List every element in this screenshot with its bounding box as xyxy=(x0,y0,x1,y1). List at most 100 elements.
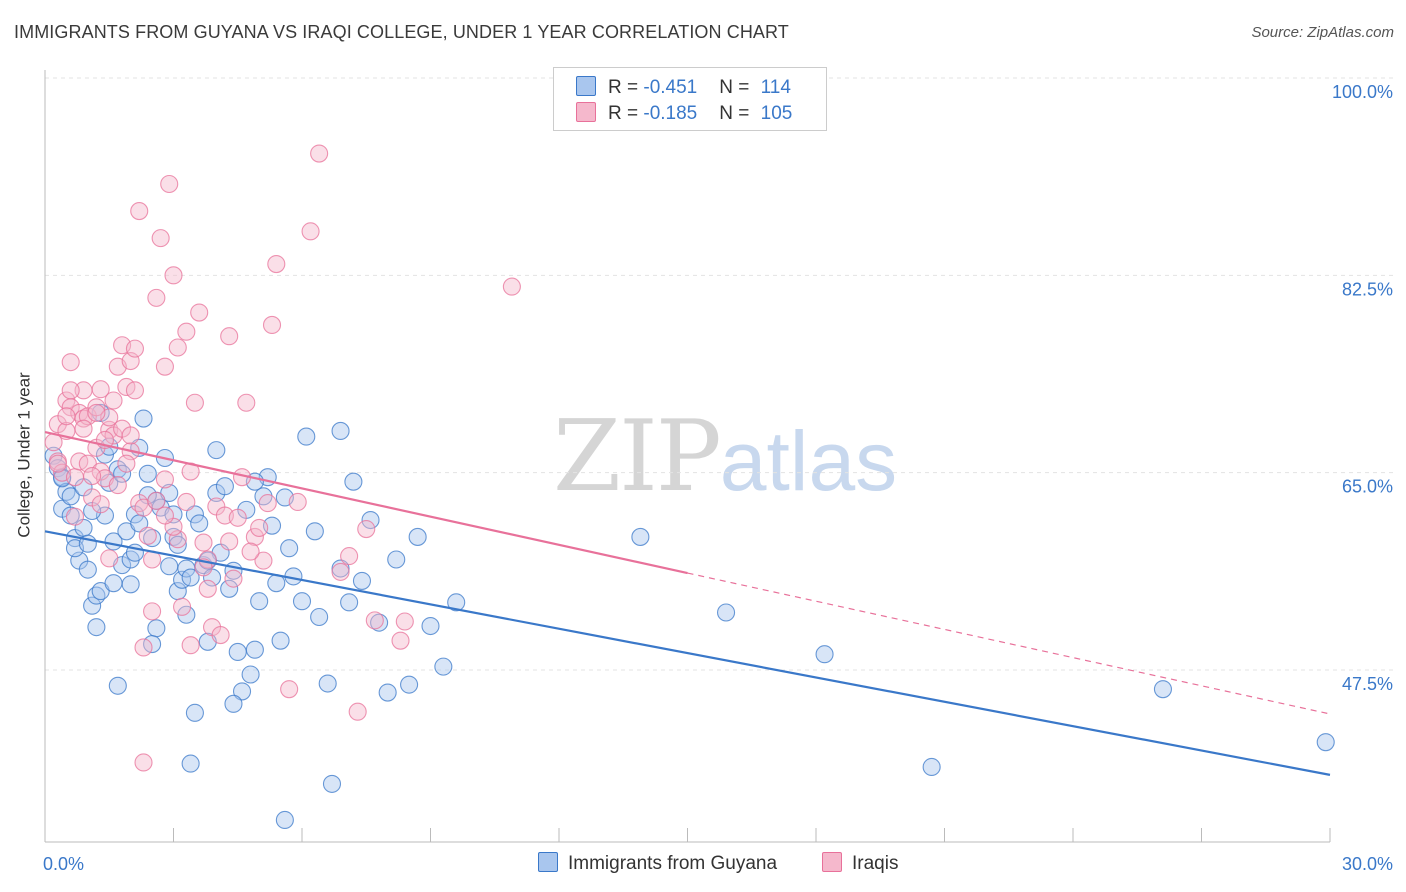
iraqis-point xyxy=(357,519,376,539)
guyana-point xyxy=(387,550,406,569)
guyana-point xyxy=(207,441,226,460)
guyana-point xyxy=(400,675,419,694)
iraqis-point xyxy=(348,702,367,721)
guyana-trend-line xyxy=(44,530,1331,776)
y-tick-label: 82.5% xyxy=(1342,279,1393,299)
guyana-point xyxy=(104,574,123,593)
guyana-point xyxy=(361,510,380,530)
legend-swatch-blue xyxy=(576,76,596,96)
y-tick-label: 47.5% xyxy=(1342,674,1393,694)
watermark-atlas: atlas xyxy=(719,414,898,508)
iraqis-point xyxy=(164,266,183,285)
iraqis-point xyxy=(181,636,200,655)
guyana-point xyxy=(78,560,97,579)
guyana-point xyxy=(83,596,102,615)
iraqis-point xyxy=(91,495,110,514)
iraqis-point xyxy=(125,381,144,400)
iraqis-point xyxy=(48,454,67,473)
iraqis-point xyxy=(61,353,80,372)
guyana-point xyxy=(138,464,157,483)
guyana-point xyxy=(1153,680,1172,699)
legend-n-value: 105 xyxy=(760,103,793,124)
legend-n-label: N = xyxy=(719,77,755,98)
iraqis-point xyxy=(365,611,384,630)
guyana-point xyxy=(331,421,350,440)
iraqis-point xyxy=(108,476,127,495)
iraqis-point xyxy=(177,322,196,341)
chart-title: IMMIGRANTS FROM GUYANA VS IRAQI COLLEGE,… xyxy=(14,22,789,42)
iraqis-point xyxy=(190,303,209,322)
guyana-point xyxy=(228,642,247,662)
guyana-point xyxy=(434,657,453,676)
guyana-point xyxy=(53,469,72,488)
iraqis-point xyxy=(177,492,196,512)
iraqis-point xyxy=(340,547,359,566)
iraqis-point xyxy=(211,625,230,645)
iraqis-point xyxy=(74,419,93,438)
guyana-point xyxy=(815,645,834,664)
iraqis-point xyxy=(280,680,299,699)
guyana-point xyxy=(121,575,140,594)
legend-n-value: 114 xyxy=(760,77,791,98)
guyana-point xyxy=(297,427,316,446)
guyana-point xyxy=(232,682,252,701)
iraqis-point xyxy=(250,518,269,537)
iraqis-point xyxy=(155,470,174,489)
iraqis-point xyxy=(245,527,264,546)
iraqis-point xyxy=(61,381,80,400)
guyana-point xyxy=(215,477,234,496)
iraqis-point xyxy=(65,507,85,526)
legend-r-value: -0.451 xyxy=(643,77,698,98)
guyana-point xyxy=(271,631,290,650)
iraqis-point xyxy=(87,403,106,422)
guyana-point xyxy=(322,774,342,793)
iraqis-point xyxy=(87,398,106,417)
iraqis-point xyxy=(121,426,140,445)
legend-row-guyana: R = -0.451 N = 114 xyxy=(576,76,791,100)
iraqis-point xyxy=(151,229,170,248)
iraqis-point xyxy=(173,597,192,616)
iraqis-point xyxy=(331,562,350,581)
guyana-point xyxy=(318,674,337,693)
guyana-point xyxy=(340,593,359,612)
x-tick-label: 0.0% xyxy=(43,854,84,874)
guyana-point xyxy=(352,571,372,590)
iraqis-point xyxy=(155,357,174,376)
guyana-point xyxy=(224,694,243,713)
y-tick-label: 100.0% xyxy=(1332,82,1393,102)
iraqis-point xyxy=(301,222,320,241)
guyana-point xyxy=(631,527,650,546)
iraqis-point xyxy=(104,391,123,410)
iraqis-point xyxy=(143,602,162,621)
iraqis-point xyxy=(100,549,119,568)
iraqis-trend-line xyxy=(44,430,688,575)
guyana-point xyxy=(87,618,106,637)
guyana-point xyxy=(280,539,299,558)
guyana-point xyxy=(245,640,264,659)
guyana-point xyxy=(220,579,239,598)
iraqis-point xyxy=(147,288,166,307)
guyana-point xyxy=(292,592,312,611)
iraqis-point xyxy=(138,526,157,545)
y-axis-label: College, Under 1 year xyxy=(14,372,34,538)
guyana-point xyxy=(113,464,132,483)
guyana-point xyxy=(61,487,80,506)
iraqis-point xyxy=(502,277,521,296)
iraqis-point xyxy=(130,202,149,221)
x-tick-label: 30.0% xyxy=(1342,854,1393,874)
iraqis-point xyxy=(258,494,277,513)
guyana-point xyxy=(447,593,466,612)
iraqis-point xyxy=(228,508,247,527)
y-tick-label: 65.0% xyxy=(1342,477,1393,497)
guyana-point xyxy=(190,514,209,533)
iraqis-point xyxy=(310,144,329,163)
source-label: Source: ZipAtlas.com xyxy=(1251,24,1394,41)
correlation-legend: R = -0.451 N = 114 R = -0.185 N = 105 xyxy=(553,67,827,131)
guyana-point xyxy=(305,522,324,541)
iraqis-point xyxy=(160,174,179,194)
guyana-point xyxy=(250,592,269,611)
legend-n-label: N = xyxy=(719,103,755,124)
iraqis-point xyxy=(65,468,85,487)
iraqis-point xyxy=(267,255,286,274)
guyana-point xyxy=(168,535,187,554)
